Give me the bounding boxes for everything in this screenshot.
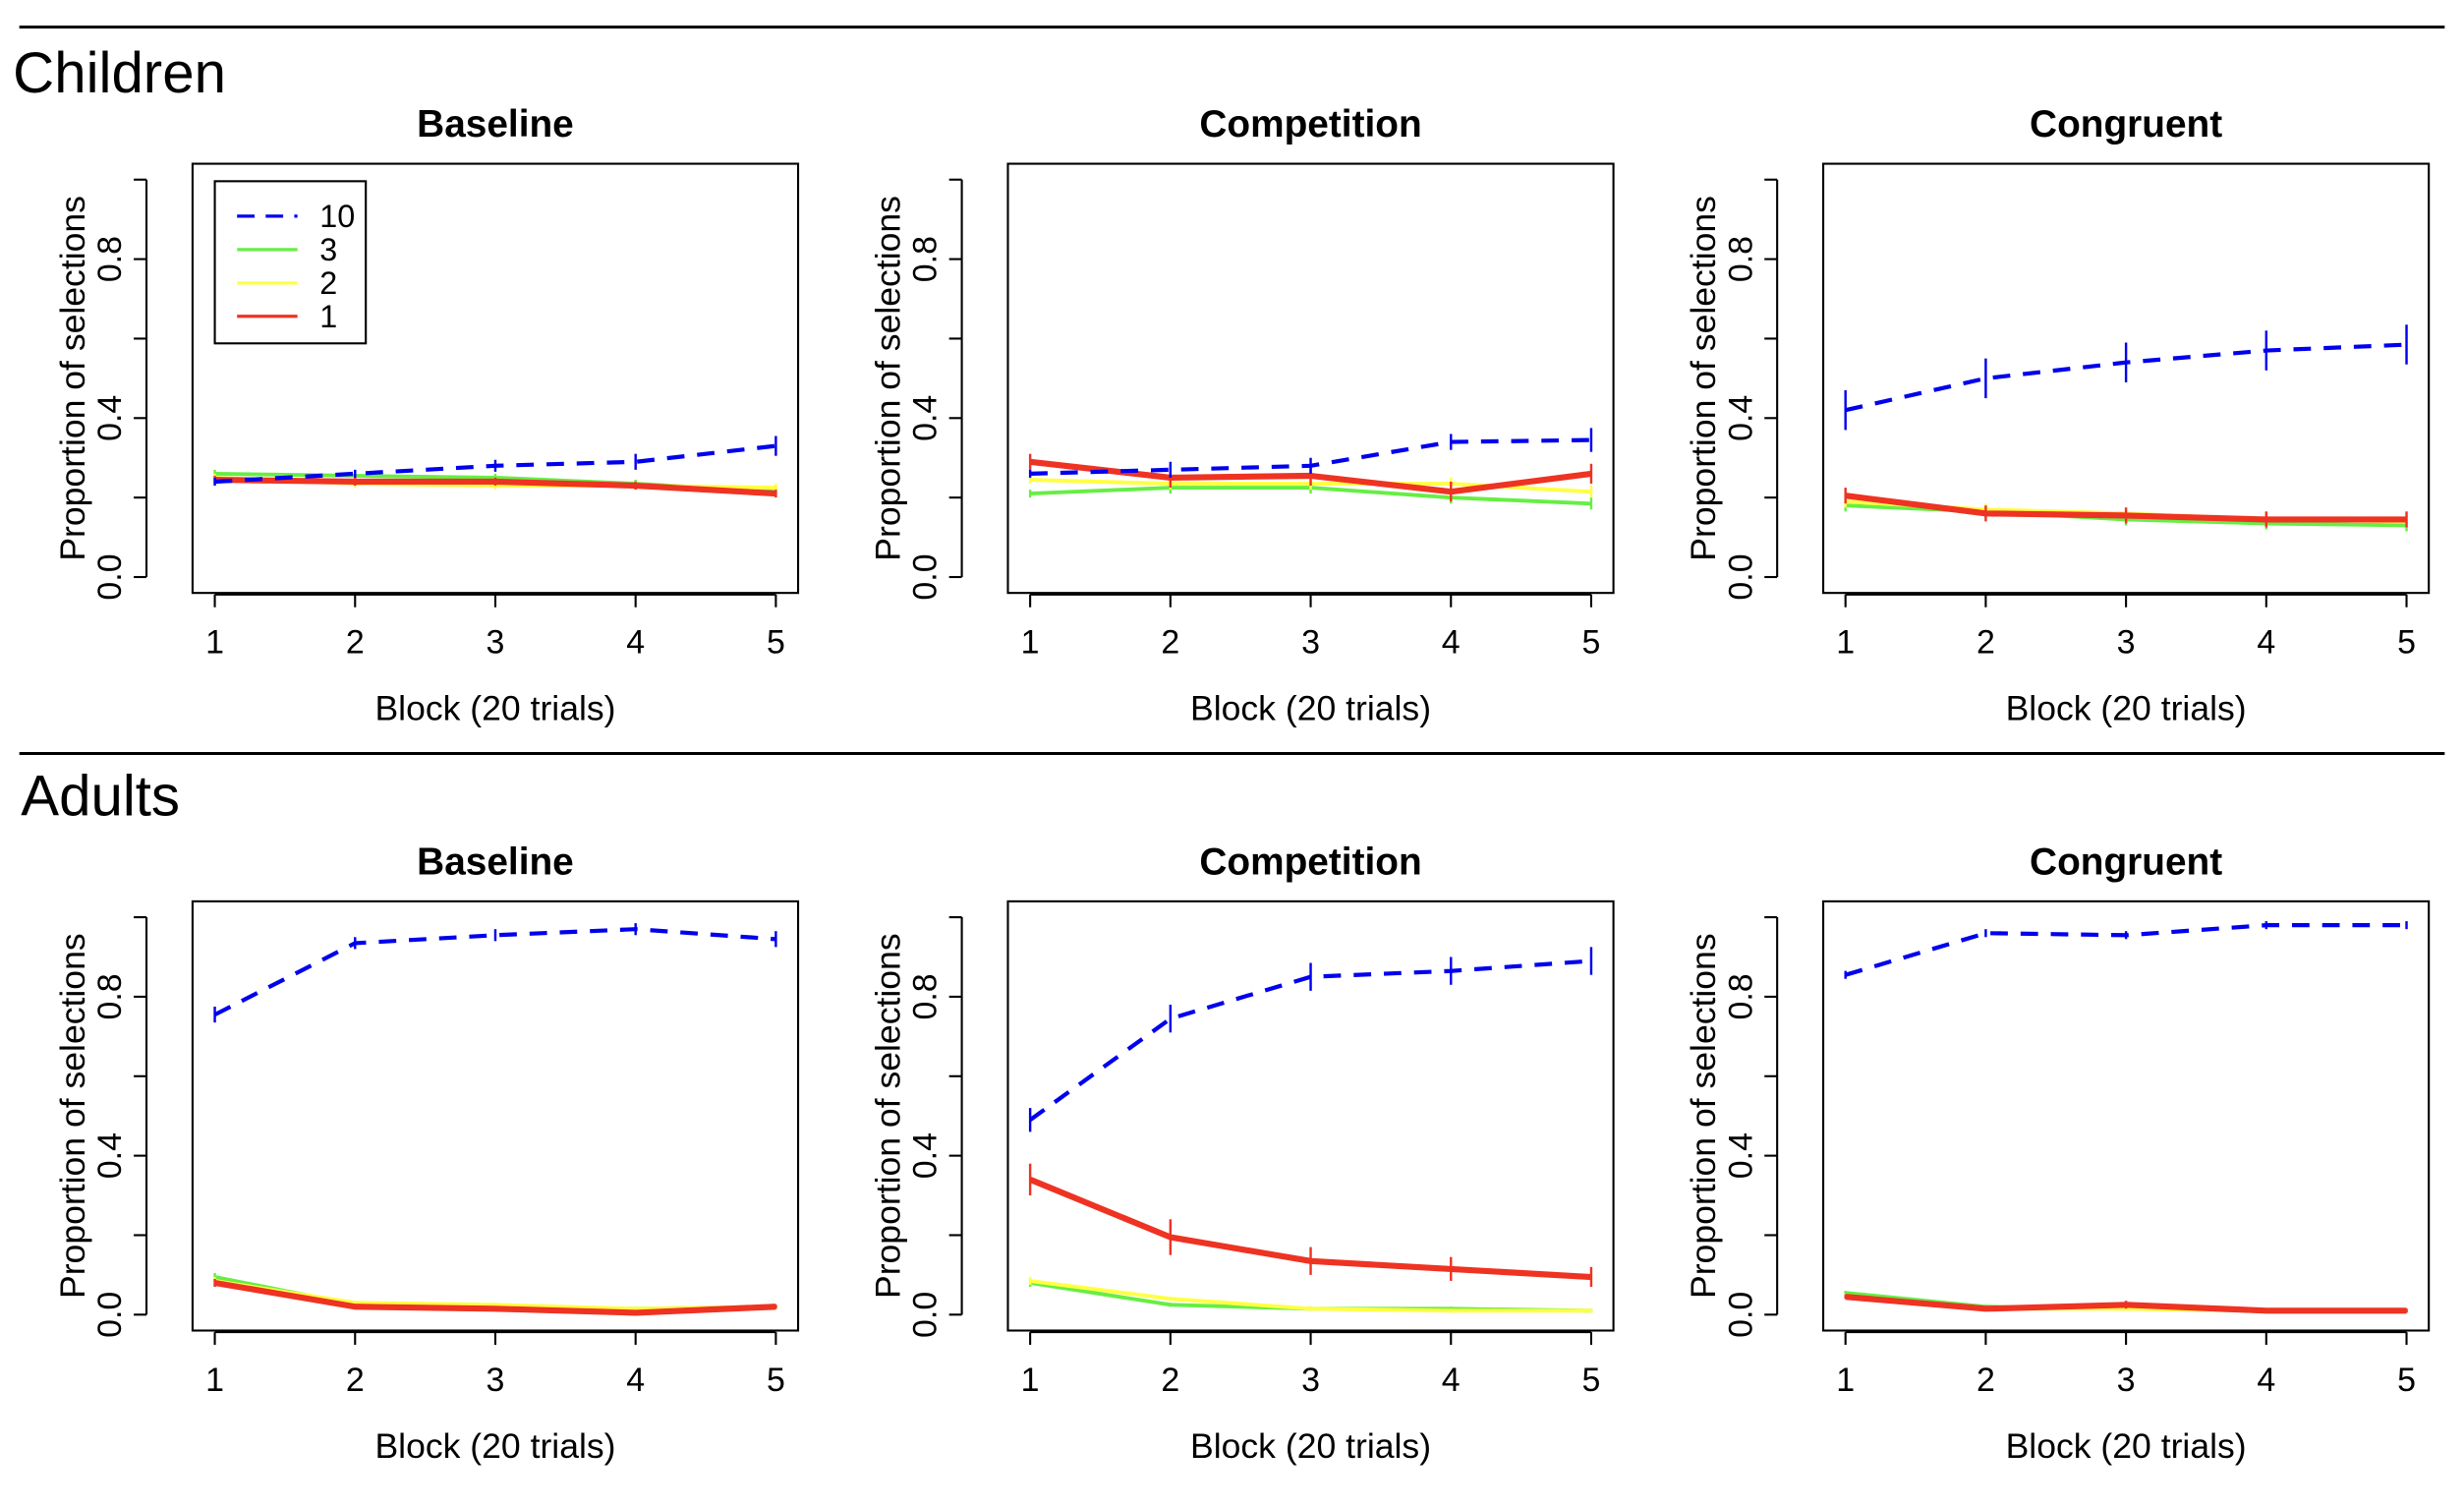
x-tick-label: 4: [2257, 1362, 2275, 1399]
x-axis-label: Block (20 trials): [1190, 689, 1431, 728]
x-tick-label: 2: [346, 1362, 365, 1399]
y-axis-label: Proportion of selections: [1684, 196, 1723, 561]
legend-label: 3: [319, 232, 337, 267]
x-tick-label: 1: [205, 624, 224, 662]
series-line-3: [1029, 1281, 1591, 1313]
x-axis-label: Block (20 trials): [2006, 689, 2247, 728]
y-tick-label: 0.8: [907, 973, 945, 1019]
x-tick-label: 4: [1442, 624, 1461, 662]
chart-title: Congruent: [2030, 840, 2222, 883]
x-tick-label: 1: [1836, 624, 1855, 662]
y-tick-label: 0.8: [91, 236, 129, 282]
x-tick-label: 1: [1836, 1362, 1855, 1399]
x-tick-label: 3: [1301, 624, 1320, 662]
chart-title: Competition: [1199, 840, 1421, 883]
chart-title: Congruent: [2030, 103, 2222, 145]
y-tick-label: 0.0: [1722, 1292, 1759, 1338]
y-tick-label: 0.0: [907, 553, 945, 600]
series-line-10: [213, 927, 776, 1017]
y-tick-label: 0.0: [91, 1292, 129, 1338]
x-tick-label: 3: [2117, 1362, 2136, 1399]
x-tick-label: 4: [626, 624, 645, 662]
x-tick-label: 2: [1161, 1362, 1179, 1399]
plot-frame: [1006, 899, 1615, 1332]
y-tick-label: 0.0: [1722, 553, 1759, 600]
x-tick-label: 5: [1582, 624, 1601, 662]
x-tick-label: 5: [1582, 1362, 1601, 1399]
x-tick-label: 1: [205, 1362, 224, 1399]
legend-label: 10: [319, 199, 355, 234]
x-tick-label: 3: [487, 1362, 505, 1399]
y-axis-label: Proportion of selections: [53, 933, 92, 1299]
x-tick-label: 4: [626, 1362, 645, 1399]
x-tick-label: 5: [767, 624, 785, 662]
x-tick-label: 3: [1301, 1362, 1320, 1399]
y-tick-label: 0.4: [91, 395, 129, 441]
chart-title: Competition: [1199, 103, 1421, 145]
group-label-children: Children: [13, 41, 226, 105]
x-tick-label: 2: [1977, 1362, 1995, 1399]
plot-frame: [1822, 162, 2431, 595]
x-axis-label: Block (20 trials): [1190, 1426, 1431, 1466]
plot-frame: [1006, 162, 1615, 595]
x-tick-label: 5: [767, 1362, 785, 1399]
y-axis-label: Proportion of selections: [1684, 933, 1723, 1299]
y-tick-label: 0.4: [1722, 395, 1759, 441]
plot-frame: [191, 162, 800, 595]
y-tick-label: 0.4: [907, 395, 945, 441]
y-axis-label: Proportion of selections: [53, 196, 92, 561]
chart-title: Baseline: [417, 103, 574, 145]
group-label-adults: Adults: [21, 765, 180, 829]
legend-label: 2: [319, 265, 337, 301]
x-axis-label: Block (20 trials): [374, 689, 615, 728]
y-tick-label: 0.8: [907, 236, 945, 282]
y-tick-label: 0.0: [907, 1292, 945, 1338]
x-tick-label: 1: [1021, 624, 1040, 662]
y-axis-label: Proportion of selections: [869, 933, 908, 1299]
x-tick-label: 2: [1977, 624, 1995, 662]
x-tick-label: 4: [2257, 624, 2275, 662]
x-tick-label: 3: [487, 624, 505, 662]
y-tick-label: 0.8: [1722, 236, 1759, 282]
x-tick-label: 2: [1161, 624, 1179, 662]
y-tick-label: 0.4: [91, 1132, 129, 1179]
x-tick-label: 5: [2397, 624, 2416, 662]
y-tick-label: 0.4: [1722, 1132, 1759, 1179]
x-tick-label: 2: [346, 624, 365, 662]
y-tick-label: 0.4: [907, 1132, 945, 1179]
legend-label: 1: [319, 299, 337, 334]
y-tick-label: 0.0: [91, 553, 129, 600]
plot-frame: [191, 899, 800, 1332]
x-tick-label: 5: [2397, 1362, 2416, 1399]
x-axis-label: Block (20 trials): [2006, 1426, 2247, 1466]
y-tick-label: 0.8: [91, 973, 129, 1019]
chart-title: Baseline: [417, 840, 574, 883]
plot-frame: [1822, 899, 2431, 1332]
y-tick-label: 0.8: [1722, 973, 1759, 1019]
x-tick-label: 4: [1442, 1362, 1461, 1399]
y-axis-label: Proportion of selections: [869, 196, 908, 561]
x-tick-label: 1: [1021, 1362, 1040, 1399]
x-tick-label: 3: [2117, 624, 2136, 662]
x-axis-label: Block (20 trials): [374, 1426, 615, 1466]
